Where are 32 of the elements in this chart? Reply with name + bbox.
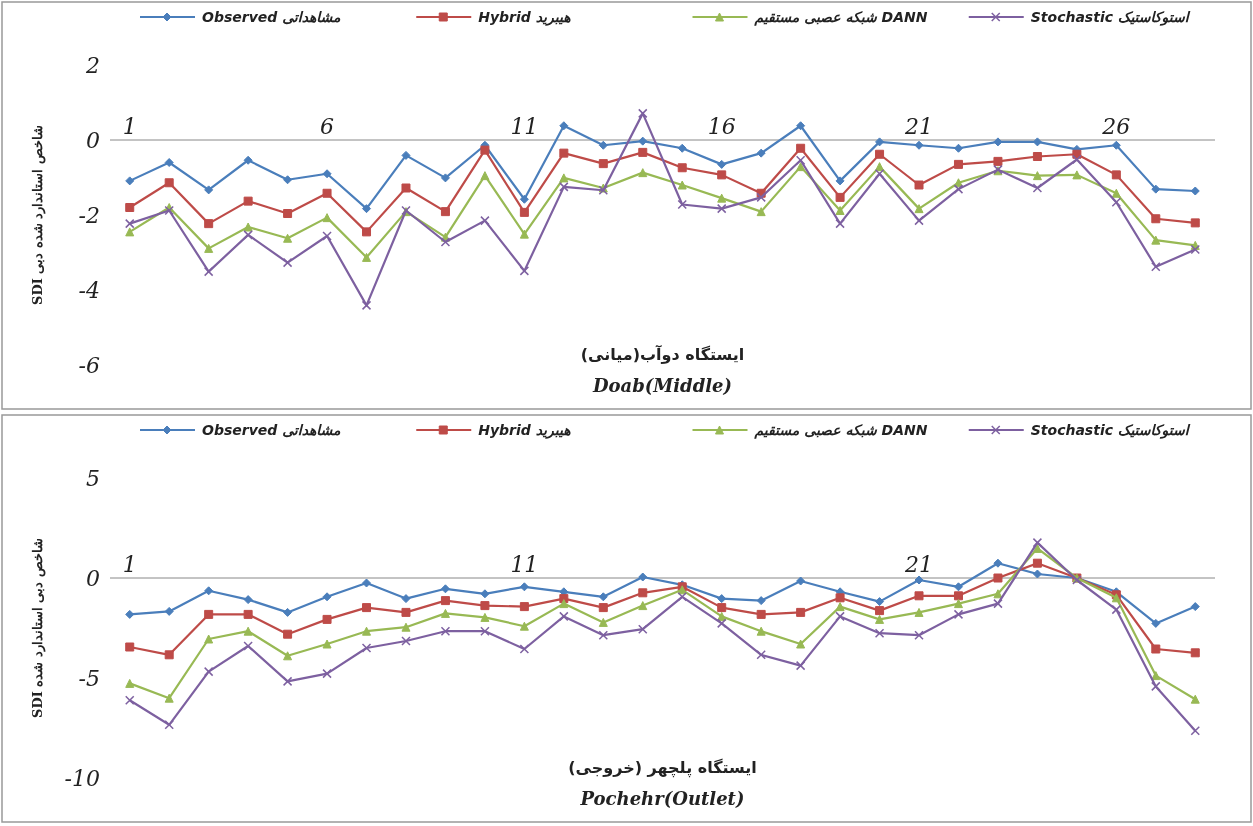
y-tick-label: -2	[78, 203, 100, 228]
legend-label: Observed مشاهداتی	[202, 9, 342, 25]
x-tick-label: 21	[904, 114, 934, 139]
legend-label: Hybrid هیبرید	[478, 9, 572, 26]
x-tick-label: 6	[320, 114, 335, 139]
x-tick-label: 1	[122, 552, 137, 577]
y-tick-label: 2	[85, 53, 100, 78]
x-axis-title: ایستگاه دوآب(میانی)	[580, 344, 745, 364]
legend-label: Stochastic استوکاستیک	[1030, 422, 1191, 439]
legend-label: Hybrid هیبرید	[478, 422, 572, 439]
legend-label: شبکه عصبی مستقیم DANN	[753, 422, 928, 439]
y-tick-label: -5	[78, 666, 100, 691]
y-tick-label: 0	[86, 128, 100, 153]
y-axis-title: SDI شاخص استاندارد شده دبی	[30, 125, 46, 305]
x-tick-label: 1	[122, 114, 137, 139]
legend-label: Stochastic استوکاستیک	[1030, 9, 1191, 26]
y-tick-label: 5	[86, 466, 100, 491]
y-tick-label: -10	[64, 766, 100, 791]
x-tick-label: 21	[904, 552, 934, 577]
text: Doab(Middle)	[591, 375, 733, 396]
y-tick-label: 0	[86, 566, 100, 591]
legend-label: شبکه عصبی مستقیم DANN	[753, 9, 928, 26]
x-axis-title: ایستگاه پلچهر (خروجی)	[568, 758, 757, 778]
x-tick-label: 11	[510, 114, 539, 139]
legend-label: Observed مشاهداتی	[202, 422, 342, 438]
text: Pochehr(Outlet)	[579, 788, 745, 809]
x-tick-label: 16	[707, 114, 736, 139]
y-tick-label: -6	[78, 353, 100, 378]
x-tick-label: 26	[1101, 114, 1131, 139]
y-tick-label: -4	[78, 278, 100, 303]
y-axis-title: SDI شاخص دبی استاندارد شده	[30, 538, 46, 718]
x-tick-label: 11	[510, 552, 539, 577]
